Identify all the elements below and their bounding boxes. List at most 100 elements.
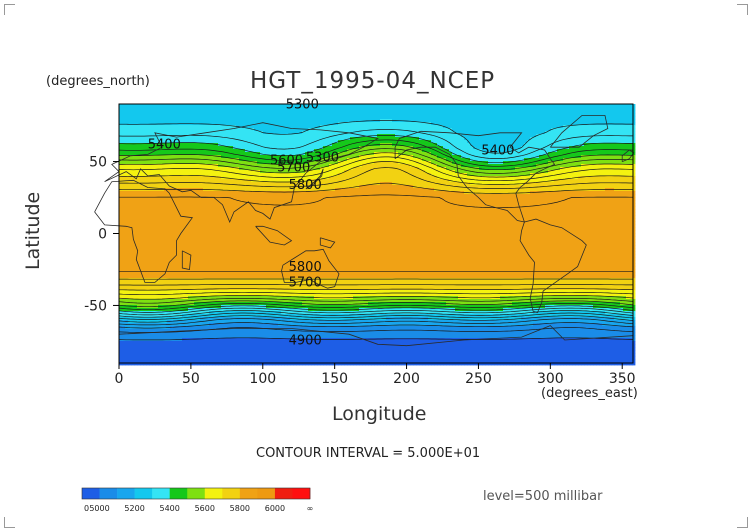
field-cell xyxy=(401,179,405,183)
field-cell xyxy=(410,122,414,126)
field-cell xyxy=(383,185,387,189)
field-cell xyxy=(485,137,489,141)
field-cell xyxy=(383,164,387,168)
field-cell xyxy=(248,116,252,120)
field-cell xyxy=(383,146,387,150)
field-cell xyxy=(416,140,420,144)
field-cell xyxy=(269,176,273,180)
field-cell xyxy=(182,182,186,186)
field-cell xyxy=(212,140,216,144)
field-cell xyxy=(239,110,243,114)
field-cell xyxy=(230,164,234,168)
field-cell xyxy=(593,155,597,159)
field-cell xyxy=(440,176,444,180)
field-cell xyxy=(275,164,279,168)
field-cell xyxy=(494,131,498,135)
field-cell xyxy=(119,116,123,120)
field-cell xyxy=(134,179,138,183)
field-cell xyxy=(170,119,174,123)
field-cell xyxy=(437,134,441,138)
field-cell xyxy=(197,137,201,141)
field-cell xyxy=(362,128,366,132)
field-cell xyxy=(587,179,591,183)
field-cell xyxy=(623,122,627,126)
field-cell xyxy=(182,113,186,117)
field-cell xyxy=(338,119,342,123)
field-cell xyxy=(461,119,465,123)
field-cell xyxy=(185,176,189,180)
field-cell xyxy=(176,179,180,183)
field-cell xyxy=(320,134,324,138)
field-cell xyxy=(614,179,618,183)
field-cell xyxy=(302,143,306,147)
field-cell xyxy=(590,173,594,177)
field-cell xyxy=(263,167,267,171)
field-cell xyxy=(479,185,483,189)
field-cell xyxy=(197,104,201,108)
field-cell xyxy=(257,173,261,177)
field-cell xyxy=(125,182,129,186)
field-cell xyxy=(341,113,345,117)
field-cell xyxy=(479,146,483,150)
field-cell xyxy=(347,140,351,144)
field-cell xyxy=(440,164,444,168)
field-cell xyxy=(446,170,450,174)
field-cell xyxy=(290,182,294,186)
field-cell xyxy=(530,119,534,123)
field-cell xyxy=(200,125,204,129)
field-cell xyxy=(368,155,372,159)
field-cell xyxy=(569,176,573,180)
field-cell xyxy=(554,146,558,150)
field-cell xyxy=(344,134,348,138)
field-cell xyxy=(221,116,225,120)
field-cell xyxy=(362,107,366,111)
field-cell xyxy=(212,176,216,180)
field-cell xyxy=(239,131,243,135)
field-cell xyxy=(131,125,135,129)
field-cell xyxy=(443,167,447,171)
field-cell xyxy=(383,110,387,114)
field-cell xyxy=(158,176,162,180)
field-cell xyxy=(260,122,264,126)
field-cell xyxy=(587,113,591,117)
field-cell xyxy=(173,182,177,186)
field-cell xyxy=(296,161,300,165)
field-cell xyxy=(245,104,249,108)
field-cell xyxy=(308,140,312,144)
field-cell xyxy=(248,119,252,123)
field-cell xyxy=(548,158,552,162)
field-cell xyxy=(584,119,588,123)
field-cell xyxy=(494,113,498,117)
field-cell xyxy=(191,119,195,123)
field-cell xyxy=(422,167,426,171)
field-cell xyxy=(476,107,480,111)
field-cell xyxy=(389,152,393,156)
field-cell xyxy=(551,185,555,189)
field-cell xyxy=(245,167,249,171)
field-cell xyxy=(131,113,135,117)
field-cell xyxy=(167,155,171,159)
field-cell xyxy=(155,104,159,108)
field-cell xyxy=(461,113,465,117)
field-cell xyxy=(374,161,378,165)
field-cell xyxy=(338,185,342,189)
field-cell xyxy=(587,131,591,135)
field-cell xyxy=(209,119,213,123)
field-cell xyxy=(149,161,153,165)
field-cell xyxy=(320,185,324,189)
field-cell xyxy=(188,134,192,138)
field-cell xyxy=(365,116,369,120)
field-cell xyxy=(563,134,567,138)
field-cell xyxy=(194,125,198,129)
field-cell xyxy=(482,128,486,132)
field-cell xyxy=(386,149,390,153)
field-cell xyxy=(617,179,621,183)
field-cell xyxy=(566,104,570,108)
field-cell xyxy=(293,146,297,150)
field-cell xyxy=(581,104,585,108)
field-cell xyxy=(188,173,192,177)
field-cell xyxy=(431,140,435,144)
field-cell xyxy=(440,110,444,114)
field-cell xyxy=(164,161,168,165)
field-cell xyxy=(143,185,147,189)
